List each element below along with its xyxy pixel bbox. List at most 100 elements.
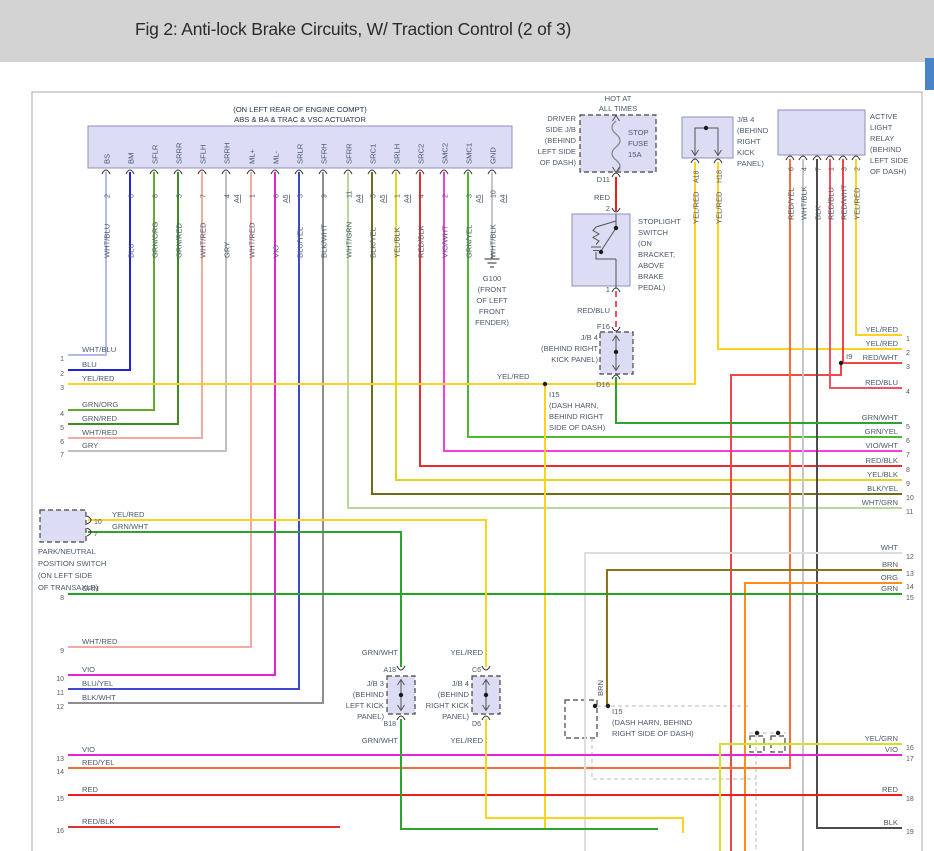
junction-dot [613, 225, 619, 231]
diagram-label: D16 [596, 380, 610, 389]
wire-relay-red-blu [829, 159, 902, 389]
abs-pin-name: SRC1 [369, 144, 378, 164]
junction-dot [703, 125, 709, 131]
relay-pin-wire-color: RED/YEL [787, 188, 796, 221]
diagram-label: (BEHIND [737, 126, 769, 135]
left-tap-wire-color: RED [82, 785, 99, 794]
diagram-label: A18 [384, 667, 397, 674]
right-tap-number: 7 [906, 452, 910, 459]
diagram-label: (BEHIND RIGHT [541, 344, 598, 353]
left-tap-wire-color: WHT/RED [82, 637, 118, 646]
figure-title-bar: Fig 2: Anti-lock Brake Circuits, W/ Trac… [0, 0, 934, 62]
pin-bump [611, 374, 621, 380]
wire-vio-10 [68, 172, 276, 676]
left-tap-number: 9 [60, 648, 64, 655]
relay-pin-number: 7 [816, 167, 823, 171]
right-tap-wire-color: VIO/WHT [866, 441, 899, 450]
right-tap-wire-color: VIO [885, 745, 898, 754]
right-tap-wire-color: WHT/GRN [862, 498, 898, 507]
pin-bump [851, 155, 861, 161]
right-tap-wire-color: RED [882, 785, 899, 794]
wire-red-blk-r8 [419, 172, 902, 467]
pin-bump [396, 715, 406, 721]
left-tap-wire-color: WHT/BLU [82, 345, 116, 354]
diagram-label: SIDE J/B [545, 125, 576, 134]
abs-pin-number: 9 [322, 194, 329, 198]
stoplight-interior [591, 214, 617, 288]
abs-pin-name: SFLR [151, 144, 160, 164]
pin-bump [318, 169, 328, 175]
right-tap-number: 4 [906, 389, 910, 396]
abs-pin-wire-color: GRY [223, 242, 232, 258]
abs-pin-name: SMC2 [441, 143, 450, 164]
pin-bump [343, 169, 353, 175]
pin-bump [838, 155, 848, 161]
diagram-label: KICK PANEL) [551, 355, 598, 364]
diagram-label: BEHIND RIGHT [549, 412, 604, 421]
abs-connector-title: (ON LEFT REAR OF ENGINE COMPT) [233, 105, 367, 114]
right-tap-number: 14 [906, 584, 914, 591]
left-tap-number: 6 [60, 439, 64, 446]
pin-bump [86, 515, 92, 525]
right-tap-wire-color: WHT [881, 543, 899, 552]
wire-park-yel-red-upper [88, 519, 487, 667]
pin-bump [86, 527, 92, 537]
relay-pin-wire-color: YEL/RED [853, 187, 862, 220]
wire-org-r14 [744, 582, 902, 851]
pin-bump [690, 158, 700, 164]
wire-relay-red-yel [68, 159, 791, 769]
abs-pin-wire-color: VIO [272, 245, 281, 258]
right-tap-wire-color: YEL/RED [866, 325, 899, 334]
diagram-label: HOT AT [605, 94, 632, 103]
wire-yel-red-main [68, 162, 696, 385]
left-tap-number: 5 [60, 425, 64, 432]
relay-pin-wire-color: RED/BLU [827, 187, 836, 220]
abs-pin-name: SMC1 [465, 143, 474, 164]
junction-dot [483, 692, 489, 698]
diagram-label: BRAKE [638, 272, 664, 281]
fuse-element [611, 120, 621, 174]
abs-pin-wire-color: VIO/WHT [441, 225, 450, 258]
wire-grn-org-4 [68, 172, 155, 411]
diagram-label: 1 [606, 285, 610, 294]
left-tap-number: 8 [60, 595, 64, 602]
diagram-label: RIGHT SIDE OF DASH) [612, 729, 694, 738]
diagram-label: 2 [606, 204, 610, 213]
left-tap-wire-color: BLK/WHT [82, 693, 116, 702]
abs-pin-wire-color: WHT/RED [199, 222, 208, 258]
abs-connector-title: ABS & BA & TRAC & VSC ACTUATOR [234, 115, 366, 124]
diagram-label: PANEL) [737, 159, 764, 168]
left-tap-number: 7 [60, 452, 64, 459]
relay-pin-wire-color: WHT/BLK [800, 186, 809, 220]
abs-pin-wire-color: YEL/BLK [393, 227, 402, 258]
wire-wht-red-6 [68, 172, 203, 439]
abs-pin-wire-color: GRN/ORG [151, 222, 160, 258]
abs-pin-wire-color: BLU/YEL [296, 227, 305, 258]
left-tap-wire-color: BLU/YEL [82, 679, 113, 688]
wire-grn-red-5 [68, 172, 179, 425]
junction-dot [838, 360, 844, 366]
pin-bump [221, 169, 231, 175]
pin-bump [487, 169, 497, 175]
pin-bump [812, 155, 822, 161]
abs-pin-connector-id: A4 [234, 194, 241, 203]
harness-dashed-outline [591, 738, 756, 780]
abs-pin-name: ML- [272, 150, 281, 164]
diagram-label: GRN/WHT [362, 648, 399, 657]
left-tap-wire-color: YEL/RED [82, 374, 115, 383]
wire-gry-7 [68, 172, 227, 452]
park-neutral-switch-box [39, 509, 87, 543]
diagram-label: KICK [737, 148, 755, 157]
junction-dot [542, 381, 548, 387]
junction-dot [592, 703, 598, 709]
ground-symbol [484, 252, 500, 268]
right-tap-wire-color: RED/BLK [866, 456, 899, 465]
pin-bump [611, 326, 621, 332]
diagram-border [31, 91, 923, 851]
scrollbar-thumb[interactable] [925, 58, 934, 90]
abs-pin-connector-id: A5 [380, 194, 387, 203]
wire-blk-wht-12 [68, 172, 324, 704]
diagram-label: GRN/WHT [112, 522, 149, 531]
pin-bump [149, 169, 159, 175]
diagram-label: (FRONT [478, 285, 507, 294]
